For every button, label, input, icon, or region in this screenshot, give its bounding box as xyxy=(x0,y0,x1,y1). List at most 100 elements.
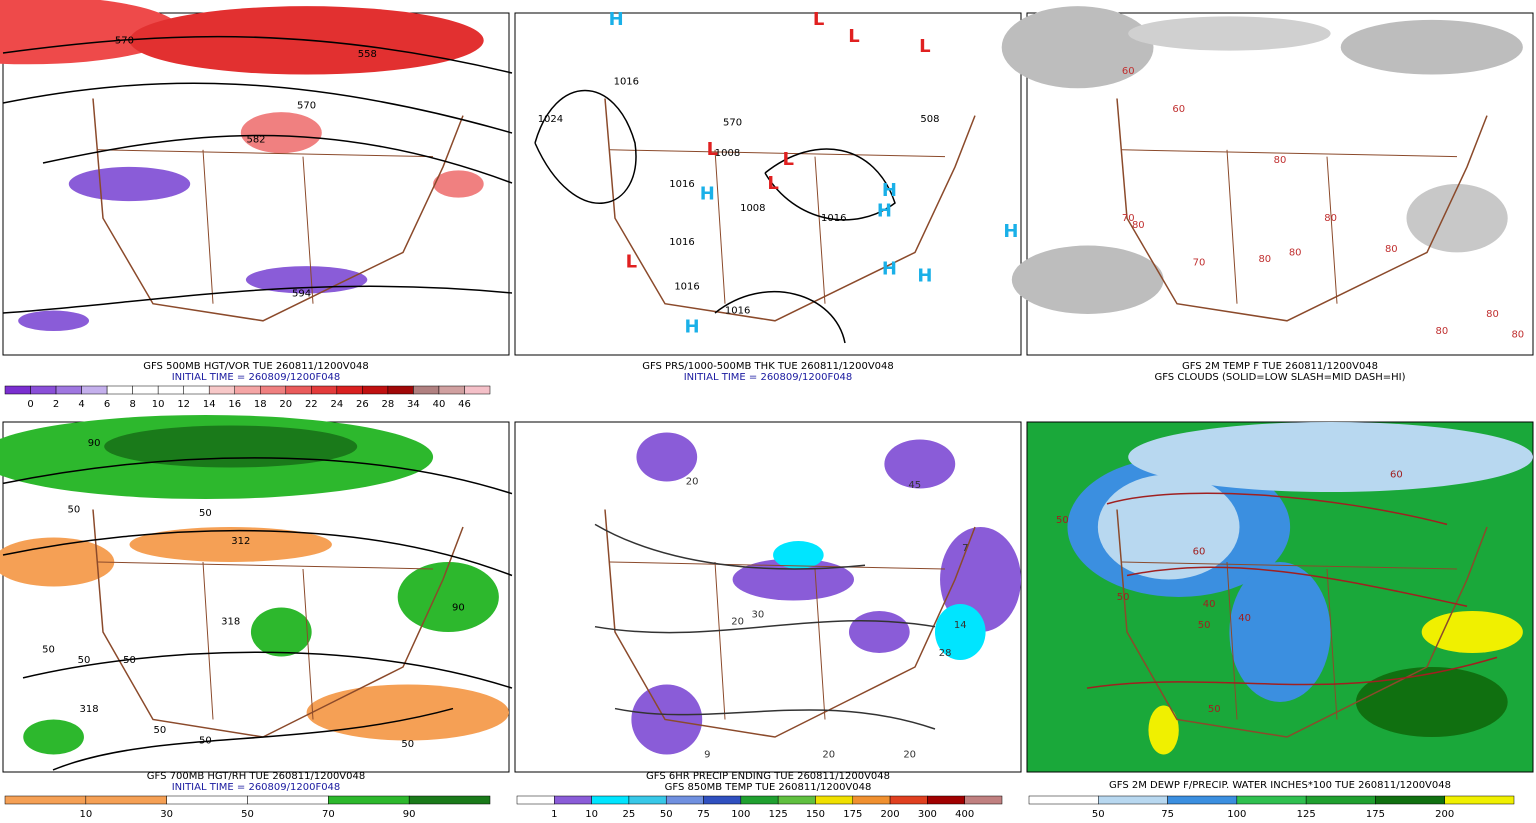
caption: GFS 2M TEMP F TUE 260811/1200V048 xyxy=(1182,361,1378,372)
coastline xyxy=(1116,98,1488,322)
contour-label: 60 xyxy=(1390,470,1403,481)
legend-label: 10 xyxy=(585,809,598,819)
pressure-center: L xyxy=(626,252,637,273)
legend-swatch xyxy=(703,795,742,805)
legend-swatch xyxy=(777,795,816,805)
contour xyxy=(764,148,896,221)
contour-label: 50 xyxy=(153,725,166,736)
contour-label: 60 xyxy=(1122,66,1135,77)
pressure-center: H xyxy=(882,180,897,201)
contour-label: 318 xyxy=(221,617,240,628)
pressure-center: L xyxy=(919,36,930,57)
legend-swatch xyxy=(1028,795,1099,805)
coastline xyxy=(92,509,464,738)
legend-swatch xyxy=(81,385,108,395)
legend-swatch xyxy=(408,795,491,805)
contour-label: 1016 xyxy=(725,306,750,317)
legend-label: 34 xyxy=(407,399,420,410)
legend-swatch xyxy=(208,385,235,395)
shaded-region xyxy=(1128,422,1533,492)
legend-label: 6 xyxy=(104,399,110,410)
legend-swatch xyxy=(628,795,667,805)
coastline xyxy=(92,98,464,322)
contour xyxy=(714,290,846,344)
legend-label: 0 xyxy=(27,399,33,410)
shaded-region xyxy=(397,562,499,632)
contour-label: 40 xyxy=(1203,599,1216,610)
pressure-center: H xyxy=(877,200,892,221)
legend-label: 175 xyxy=(843,809,862,819)
shaded-region xyxy=(1128,16,1331,51)
coastline xyxy=(604,98,976,322)
contour-label: 1016 xyxy=(669,179,694,190)
legend-swatch xyxy=(516,795,555,805)
contour-label: 80 xyxy=(1324,213,1337,224)
legend-swatch xyxy=(157,385,184,395)
contour-label: 30 xyxy=(752,610,765,621)
contour-label: 1016 xyxy=(821,213,846,224)
legend-label: 100 xyxy=(1227,809,1246,819)
shaded-region xyxy=(240,112,322,154)
contour-label: 1016 xyxy=(614,76,639,87)
legend-swatch xyxy=(106,385,133,395)
legend-swatch xyxy=(927,795,965,805)
contour-label: 20 xyxy=(731,617,744,628)
shaded-region xyxy=(1355,667,1508,737)
legend-label: 175 xyxy=(1366,809,1385,819)
contour-label: 28 xyxy=(939,648,952,659)
legend-label: 28 xyxy=(382,399,395,410)
legend-label: 10 xyxy=(152,399,165,410)
legend-swatch xyxy=(30,385,57,395)
contour-label: 570 xyxy=(723,117,742,128)
contour-label: 318 xyxy=(79,704,98,715)
contour-label: 80 xyxy=(1289,247,1302,258)
caption: GFS 2M DEWP F/PRECIP. WATER INCHES*100 T… xyxy=(1109,780,1451,791)
contour-label: 1016 xyxy=(674,282,699,293)
contour xyxy=(594,523,866,570)
contour xyxy=(1086,656,1498,689)
legend-swatch xyxy=(852,795,891,805)
legend-label: 25 xyxy=(623,809,636,819)
legend-swatch xyxy=(328,795,410,805)
panel: 50 60 50 40 50 40 50 60 GFS 2M DEWP F/PRECIP. WA… xyxy=(1026,421,1534,820)
legend-swatch xyxy=(815,795,854,805)
legend-label: 300 xyxy=(918,809,937,819)
border xyxy=(1121,149,1458,304)
contour-label: 60 xyxy=(1193,547,1206,558)
legend-label: 14 xyxy=(203,399,216,410)
legend-label: 8 xyxy=(129,399,135,410)
pressure-center: H xyxy=(882,259,897,280)
legend-swatch xyxy=(889,795,928,805)
shaded-region xyxy=(773,541,824,569)
shaded-region xyxy=(23,719,84,755)
legend-label: 200 xyxy=(1435,809,1454,819)
legend-label: 16 xyxy=(228,399,241,410)
border xyxy=(97,561,434,720)
caption: GFS PRS/1000-500MB THK TUE 260811/1200V0… xyxy=(642,361,894,372)
contour-label: 50 xyxy=(1208,704,1221,715)
contour-label: 80 xyxy=(1511,329,1524,340)
contour xyxy=(42,134,513,184)
shaded-region xyxy=(1148,705,1179,755)
shaded-region xyxy=(1097,474,1240,580)
shaded-region xyxy=(848,611,910,653)
pressure-center: L xyxy=(707,139,718,160)
legend-label: 2 xyxy=(53,399,59,410)
legend-swatch xyxy=(413,385,440,395)
legend-swatch xyxy=(1167,795,1238,805)
legend-label: 50 xyxy=(241,809,254,819)
pressure-center: H xyxy=(685,317,700,338)
contour-label: 90 xyxy=(88,438,101,449)
contour-label: 14 xyxy=(954,620,967,631)
caption: GFS 500MB HGT/VOR TUE 260811/1200V048 xyxy=(143,361,369,372)
contour xyxy=(2,82,513,134)
shaded-region xyxy=(68,166,191,202)
contour xyxy=(1106,492,1448,526)
caption: INITIAL TIME = 260809/1200F048 xyxy=(172,782,341,793)
legend-swatch xyxy=(387,385,414,395)
border xyxy=(1121,561,1458,720)
contour xyxy=(534,89,637,204)
shaded-region xyxy=(884,439,956,489)
